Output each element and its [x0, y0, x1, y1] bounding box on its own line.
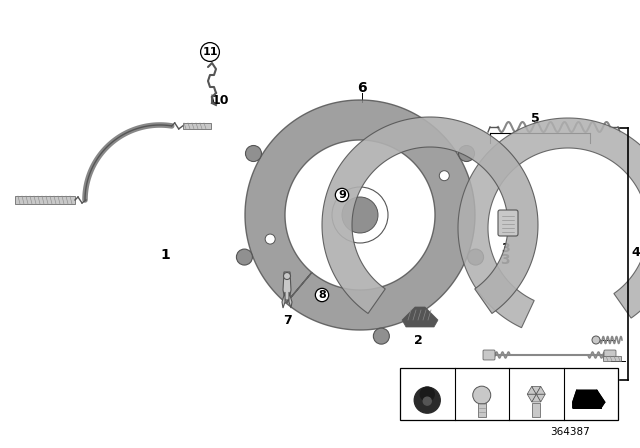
Circle shape [439, 171, 449, 181]
Circle shape [592, 336, 600, 344]
Polygon shape [532, 386, 541, 394]
FancyBboxPatch shape [15, 196, 75, 204]
Polygon shape [536, 394, 545, 402]
Polygon shape [573, 390, 605, 408]
Circle shape [342, 197, 378, 233]
Circle shape [420, 387, 435, 401]
Polygon shape [527, 386, 536, 394]
Text: 10: 10 [211, 94, 228, 107]
FancyBboxPatch shape [483, 350, 495, 360]
Circle shape [423, 397, 431, 405]
Text: 364387: 364387 [550, 427, 590, 437]
Text: 3: 3 [500, 241, 509, 254]
Polygon shape [536, 386, 545, 394]
FancyBboxPatch shape [183, 123, 211, 129]
Text: 6: 6 [357, 81, 367, 95]
FancyBboxPatch shape [400, 368, 618, 420]
Polygon shape [527, 394, 536, 402]
Polygon shape [245, 100, 475, 330]
FancyBboxPatch shape [603, 356, 621, 361]
Polygon shape [282, 292, 285, 308]
Text: 1: 1 [160, 248, 170, 262]
Circle shape [246, 146, 262, 161]
Text: 9: 9 [338, 190, 346, 200]
Circle shape [373, 328, 389, 344]
Polygon shape [322, 117, 538, 314]
FancyBboxPatch shape [604, 350, 616, 360]
Text: 4: 4 [632, 246, 640, 258]
Text: 8: 8 [531, 373, 538, 383]
Text: 11: 11 [408, 373, 422, 383]
Circle shape [468, 249, 484, 265]
Circle shape [414, 387, 440, 413]
Circle shape [265, 234, 275, 244]
Polygon shape [532, 394, 541, 402]
FancyBboxPatch shape [532, 403, 540, 417]
Polygon shape [402, 307, 438, 327]
Text: 7: 7 [283, 314, 291, 327]
Polygon shape [289, 292, 292, 308]
Text: 9: 9 [476, 373, 483, 383]
Polygon shape [283, 272, 291, 300]
Circle shape [473, 386, 491, 404]
Text: 8: 8 [318, 290, 326, 300]
Text: 5: 5 [531, 112, 540, 125]
Circle shape [236, 249, 252, 265]
Text: 2: 2 [413, 333, 422, 346]
FancyBboxPatch shape [498, 210, 518, 236]
Text: 3: 3 [500, 253, 510, 267]
Text: 11: 11 [202, 47, 218, 57]
Circle shape [458, 146, 474, 161]
FancyBboxPatch shape [477, 403, 486, 417]
Circle shape [284, 272, 291, 280]
Polygon shape [458, 118, 640, 327]
Circle shape [332, 187, 388, 243]
